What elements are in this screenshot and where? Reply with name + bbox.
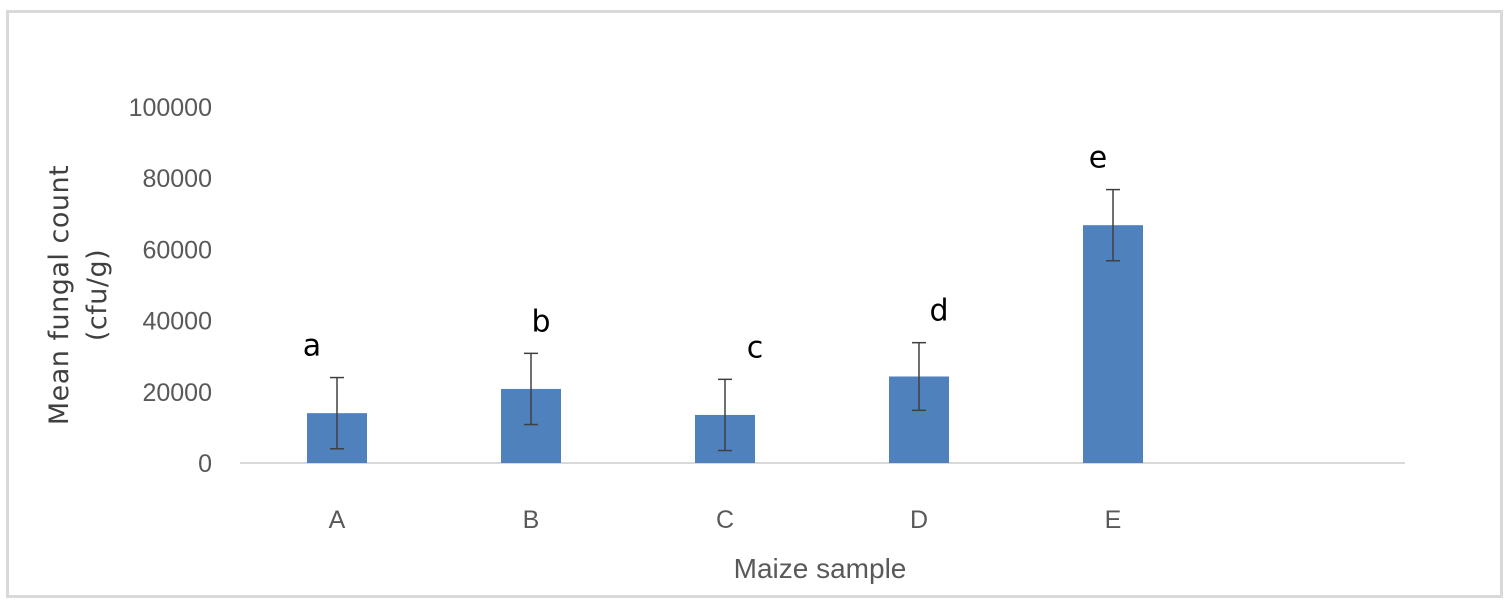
y-axis-title-line-2: (cfu/g) <box>82 249 113 341</box>
x-axis-ticks: A B C D E <box>329 506 1122 534</box>
y-tick-label: 40000 <box>142 308 212 336</box>
x-axis-title: Maize sample <box>734 553 907 584</box>
error-bars <box>330 188 1120 452</box>
data-labels: a b c d e <box>303 141 1107 366</box>
chart-frame <box>6 10 1503 598</box>
x-tick-label: E <box>1105 506 1122 534</box>
y-axis-ticks: 0 20000 40000 60000 80000 100000 <box>129 94 212 478</box>
y-tick-label: 60000 <box>142 236 212 264</box>
data-label: c <box>747 330 764 365</box>
data-label: b <box>531 304 550 339</box>
y-tick-label: 0 <box>198 450 212 478</box>
x-tick-label: B <box>523 506 540 534</box>
data-label: d <box>929 294 948 329</box>
bar <box>1083 225 1143 463</box>
y-tick-label: 80000 <box>142 165 212 193</box>
x-tick-label: C <box>716 506 734 534</box>
x-tick-label: D <box>910 506 928 534</box>
y-tick-label: 20000 <box>142 379 212 407</box>
x-tick-label: A <box>329 506 346 534</box>
data-label: e <box>1089 141 1107 176</box>
data-label: a <box>303 329 321 364</box>
y-tick-label: 100000 <box>129 94 212 122</box>
y-axis-title: Mean fungal count (cfu/g) <box>44 165 113 425</box>
y-axis-title-line-1: Mean fungal count <box>44 165 75 425</box>
